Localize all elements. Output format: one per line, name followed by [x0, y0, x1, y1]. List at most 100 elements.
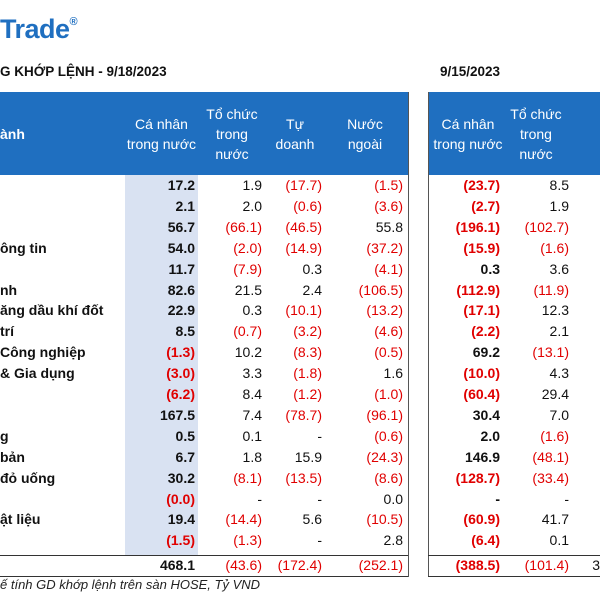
value: - [495, 490, 500, 507]
value: (37.2) [366, 239, 403, 256]
value: - [257, 490, 262, 507]
column-header: Tổ chức trong nước [510, 105, 562, 162]
value: (4.1) [374, 260, 403, 277]
value: 17.2 [167, 177, 195, 193]
value: - [564, 490, 569, 507]
value: - [317, 427, 322, 444]
value: 1.6 [383, 365, 403, 382]
value: 2.0 [480, 427, 500, 444]
value: 8.5 [549, 177, 569, 193]
value: (13.5) [285, 469, 322, 486]
value: 30.2 [167, 469, 195, 486]
value: (1.6) [540, 427, 569, 444]
value: (10.1) [285, 302, 322, 319]
value: (33.4) [532, 469, 569, 486]
column-header: Tự doanh [275, 115, 315, 152]
sector-name: ật liệu [0, 511, 41, 528]
right-header-bg [428, 92, 600, 175]
value: 1.9 [242, 177, 262, 193]
value: (1.3) [233, 532, 262, 549]
value: (0.6) [374, 427, 403, 444]
value: 5.6 [302, 511, 322, 528]
value: (60.4) [463, 386, 500, 402]
value: 4.3 [549, 365, 569, 382]
logo-text: Trade [0, 14, 70, 44]
value: (2.7) [471, 197, 500, 214]
value: 7.4 [242, 406, 262, 423]
column-header: Cá nhân trong nước [126, 115, 197, 152]
value: 30.4 [472, 406, 500, 423]
logo-mark: ® [69, 16, 78, 28]
value: (3.0) [166, 365, 195, 382]
value: (1.5) [374, 177, 403, 193]
total-value: (43.6) [225, 557, 262, 573]
column-header: Tổ chức trong nước [206, 105, 258, 162]
value: (17.7) [285, 177, 322, 193]
value: (102.7) [524, 218, 569, 235]
highlight-column [125, 175, 198, 555]
value: 2.8 [383, 532, 403, 549]
value: (48.1) [532, 448, 569, 465]
value: (8.1) [233, 469, 262, 486]
value: (1.8) [293, 365, 322, 382]
value: (13.2) [366, 302, 403, 319]
value: 22.9 [167, 302, 195, 319]
value: 167.5 [159, 406, 195, 423]
sector-name: ăng dầu khí đốt [0, 302, 104, 319]
value: 0.5 [175, 427, 195, 444]
value: 1.8 [242, 448, 262, 465]
right-title: 9/15/2023 [440, 64, 501, 79]
value: 6.7 [175, 448, 195, 465]
total-value: 468.1 [159, 557, 195, 573]
value: (11.9) [533, 281, 569, 298]
total-value: 3 [592, 557, 600, 573]
rule [428, 576, 600, 577]
value: 8.5 [175, 323, 195, 340]
value: 2.4 [302, 281, 322, 298]
value: (112.9) [456, 281, 500, 298]
value: 0.1 [549, 532, 569, 549]
value: 69.2 [472, 344, 500, 361]
value: (0.0) [166, 490, 195, 507]
value: (3.6) [374, 197, 403, 214]
sector-name: & Gia dụng [0, 365, 75, 382]
value: 3.6 [549, 260, 569, 277]
footnote: ế tính GD khớp lệnh trên sàn HOSE, Tỷ VN… [0, 577, 261, 592]
value: (2.0) [233, 239, 262, 256]
value: - [317, 532, 322, 549]
value: (10.0) [463, 365, 500, 382]
value: 2.1 [549, 323, 569, 340]
value: (1.6) [540, 239, 569, 256]
value: (78.7) [285, 406, 322, 423]
value: 12.3 [541, 302, 569, 319]
value: 2.0 [242, 197, 262, 214]
value: (24.3) [366, 448, 403, 465]
value: 56.7 [167, 218, 195, 235]
sector-name: Công nghiệp [0, 344, 86, 361]
value: (196.1) [455, 218, 500, 235]
value: 55.8 [375, 218, 403, 235]
value: (14.9) [285, 239, 322, 256]
value: 82.6 [167, 281, 195, 298]
value: 3.3 [242, 365, 262, 382]
value: (6.2) [166, 386, 195, 402]
value: 21.5 [234, 281, 262, 298]
value: (0.7) [233, 323, 262, 340]
value: 146.9 [464, 448, 500, 465]
value: (17.1) [463, 302, 500, 319]
border [408, 92, 409, 577]
logo: Trade® [0, 14, 78, 45]
value: (0.5) [374, 344, 403, 361]
value: (96.1) [366, 406, 403, 423]
rule [428, 555, 600, 556]
column-header: Cá nhân trong nước [433, 115, 503, 152]
value: 0.3 [480, 260, 500, 277]
total-value: (101.4) [524, 557, 569, 573]
value: (7.9) [233, 260, 262, 277]
value: 0.1 [242, 427, 262, 444]
value: (46.5) [285, 218, 322, 235]
value: 41.7 [541, 511, 569, 528]
value: 7.0 [549, 406, 569, 423]
value: 0.0 [383, 490, 403, 507]
